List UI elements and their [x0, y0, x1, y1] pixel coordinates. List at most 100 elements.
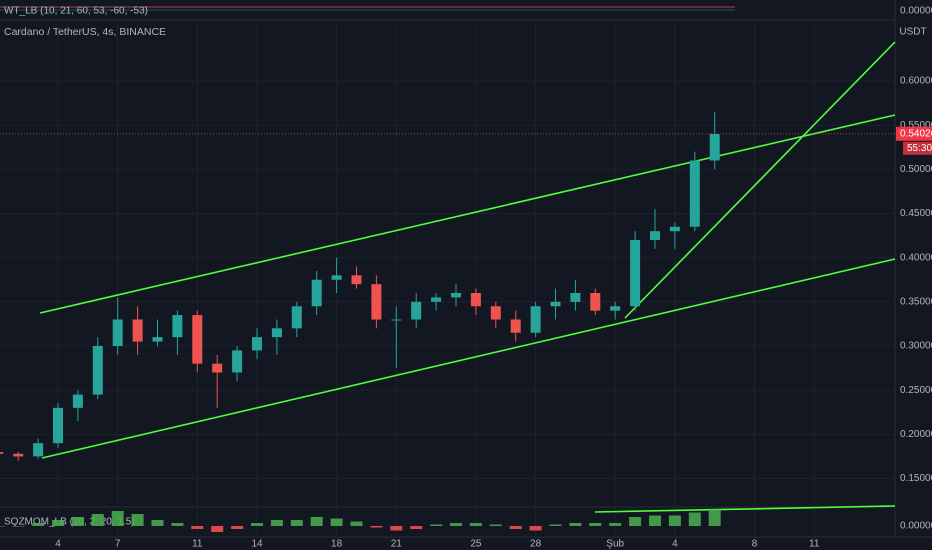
candle-body [689, 160, 700, 227]
candle-body [112, 319, 123, 346]
candle-body [630, 240, 641, 307]
candle-body [451, 293, 461, 298]
momentum-bar [71, 517, 84, 526]
candle-body [530, 306, 541, 333]
candle-body [53, 407, 63, 444]
momentum-bar [32, 523, 45, 526]
momentum-bar [390, 526, 403, 531]
candle-body [13, 453, 24, 457]
candle-body [391, 319, 402, 321]
trend-line [594, 505, 896, 513]
x-tick-label: 7 [115, 539, 121, 550]
momentum-bar [251, 523, 263, 526]
trend-line [39, 114, 896, 314]
candle-body [192, 315, 203, 364]
momentum-bar [509, 526, 522, 529]
momentum-bar [410, 526, 423, 529]
candle-body [490, 306, 501, 320]
x-tick-label: 25 [470, 539, 482, 550]
momentum-bar [171, 523, 184, 526]
x-tick-label: 21 [391, 539, 403, 550]
countdown-label: 55:30 [907, 143, 932, 154]
momentum-bar [290, 520, 303, 526]
momentum-bar [151, 520, 164, 526]
momentum-bar [191, 526, 204, 529]
momentum-bar [589, 523, 602, 526]
x-tick-label: 11 [809, 539, 820, 550]
momentum-bar [370, 526, 383, 528]
candle-body [411, 301, 422, 320]
momentum-bar [131, 514, 144, 526]
candle-body [550, 301, 561, 307]
momentum-bar [629, 517, 642, 526]
x-tick-label: 14 [251, 539, 263, 550]
candle-body [212, 363, 223, 373]
candle-body [669, 226, 680, 232]
top-indicator-label: WT_LB (10, 21, 60, 53, -60, -53) [4, 6, 148, 17]
candle-body [610, 306, 621, 311]
momentum-bar [569, 523, 582, 526]
momentum-bar [609, 523, 622, 526]
candle-body [590, 293, 601, 311]
candle-body [172, 315, 183, 338]
countdown-box [903, 141, 932, 155]
momentum-bar [529, 526, 542, 531]
candle-body [33, 443, 44, 457]
bottom-indicator-label: SQZMOM_LB (20, 2, 20, 1.5) [4, 517, 135, 528]
trend-lines [39, 41, 896, 513]
candle-body [470, 293, 481, 307]
candle-body [252, 337, 262, 351]
momentum-bar [270, 520, 283, 526]
last-price-label: 0.54026 [900, 128, 932, 139]
momentum-bar [231, 526, 244, 529]
candle-body [431, 297, 442, 302]
momentum-bar [330, 518, 343, 526]
momentum-bar [708, 509, 721, 526]
x-tick-label: 18 [331, 539, 343, 550]
candle-body [0, 452, 4, 454]
x-tick-label: 11 [192, 539, 203, 550]
last-price-box [896, 126, 932, 141]
momentum-bar [469, 523, 482, 526]
momentum-bar [430, 524, 443, 526]
x-tick-label: 4 [55, 539, 61, 550]
x-tick-label: 28 [530, 539, 542, 550]
momentum-bar [489, 524, 502, 526]
candle-body [152, 337, 163, 342]
momentum-bar [12, 526, 25, 527]
x-tick-label: Şub [606, 539, 624, 550]
candle-body [271, 328, 282, 338]
candle-body [371, 284, 382, 320]
momentum-bar [91, 514, 104, 526]
momentum-bar [549, 524, 562, 526]
candle-body [132, 319, 143, 342]
candle-body [570, 293, 581, 302]
momentum-bar [111, 511, 124, 526]
candle-body [351, 275, 362, 285]
y-tick-label: 0.60000 [900, 76, 932, 87]
candle-body [510, 319, 521, 333]
momentum-bar [668, 515, 681, 526]
candle-body [709, 134, 720, 161]
momentum-bar [350, 521, 363, 526]
momentum-bar [649, 515, 661, 526]
trend-line [41, 258, 896, 459]
candle-body [291, 306, 302, 329]
candle-body [232, 350, 243, 373]
x-tick-label: 8 [752, 539, 758, 550]
momentum-bar [688, 512, 701, 526]
candle-body [650, 231, 660, 240]
momentum-bar [52, 520, 64, 526]
momentum-bar [310, 517, 323, 526]
